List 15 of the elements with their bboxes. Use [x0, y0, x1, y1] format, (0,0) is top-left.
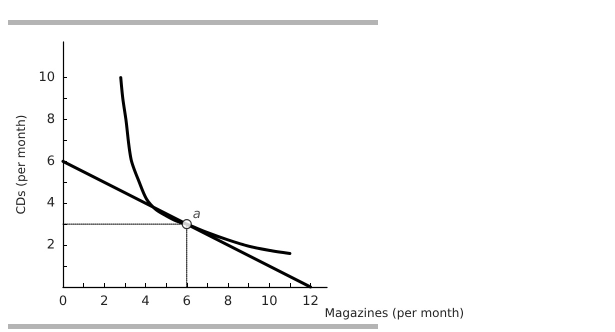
y-tick-label: 2	[46, 238, 55, 253]
y-tick-label: 4	[46, 196, 55, 211]
x-tick-label: 0	[58, 294, 68, 309]
x-tick-label: 4	[141, 294, 150, 309]
y-axis-title: CDs (per month)	[14, 114, 28, 214]
annotation: a	[192, 207, 201, 222]
x-tick-label: 10	[260, 294, 278, 309]
y-tick-label: 8	[46, 112, 55, 127]
x-tick-label: 12	[302, 294, 319, 309]
x-tick-label: 6	[182, 294, 191, 309]
x-tick-label: 8	[224, 294, 232, 309]
y-tick-label: 10	[38, 70, 55, 86]
y-tick-label: 6	[46, 154, 55, 169]
x-axis-title: Magazines (per month)	[324, 306, 464, 320]
x-tick-label: 2	[100, 294, 108, 309]
